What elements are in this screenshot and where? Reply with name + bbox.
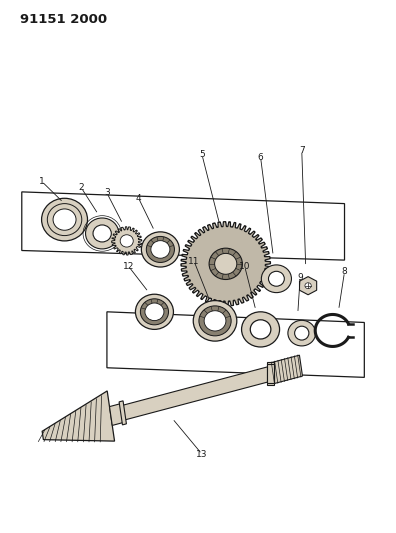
Ellipse shape <box>295 326 309 340</box>
Ellipse shape <box>204 311 226 331</box>
Ellipse shape <box>288 320 316 346</box>
Ellipse shape <box>250 320 271 339</box>
Ellipse shape <box>93 225 111 242</box>
Text: 6: 6 <box>258 153 263 161</box>
Ellipse shape <box>209 248 242 279</box>
Text: 8: 8 <box>342 268 347 276</box>
Ellipse shape <box>151 240 170 258</box>
Polygon shape <box>119 401 126 425</box>
Ellipse shape <box>199 306 231 336</box>
Polygon shape <box>270 355 303 384</box>
Text: 91151 2000: 91151 2000 <box>20 13 107 26</box>
Ellipse shape <box>42 198 88 241</box>
Text: 5: 5 <box>199 150 205 159</box>
Text: 11: 11 <box>188 257 200 265</box>
Ellipse shape <box>120 235 133 247</box>
Polygon shape <box>299 277 317 295</box>
Ellipse shape <box>135 294 173 329</box>
Text: 2: 2 <box>78 183 84 192</box>
Text: 4: 4 <box>136 194 141 203</box>
Text: 10: 10 <box>239 262 251 271</box>
Polygon shape <box>42 391 114 441</box>
Text: 7: 7 <box>299 146 305 155</box>
Polygon shape <box>267 364 274 383</box>
Ellipse shape <box>48 204 82 236</box>
Ellipse shape <box>242 312 280 347</box>
Polygon shape <box>122 366 274 420</box>
Ellipse shape <box>86 218 119 249</box>
Ellipse shape <box>261 265 291 293</box>
Ellipse shape <box>141 232 179 267</box>
Ellipse shape <box>215 253 237 274</box>
Ellipse shape <box>193 301 237 341</box>
Ellipse shape <box>145 303 164 321</box>
Text: 9: 9 <box>297 273 303 281</box>
Ellipse shape <box>146 237 175 262</box>
Text: 3: 3 <box>104 189 110 197</box>
Text: 12: 12 <box>123 262 134 271</box>
Ellipse shape <box>53 209 76 230</box>
Polygon shape <box>267 362 274 385</box>
Text: 1: 1 <box>39 177 44 185</box>
Polygon shape <box>181 222 270 306</box>
Polygon shape <box>112 227 142 255</box>
Ellipse shape <box>268 271 284 286</box>
Text: 13: 13 <box>196 450 208 458</box>
Polygon shape <box>110 403 124 425</box>
Ellipse shape <box>140 299 169 325</box>
Ellipse shape <box>305 282 311 289</box>
